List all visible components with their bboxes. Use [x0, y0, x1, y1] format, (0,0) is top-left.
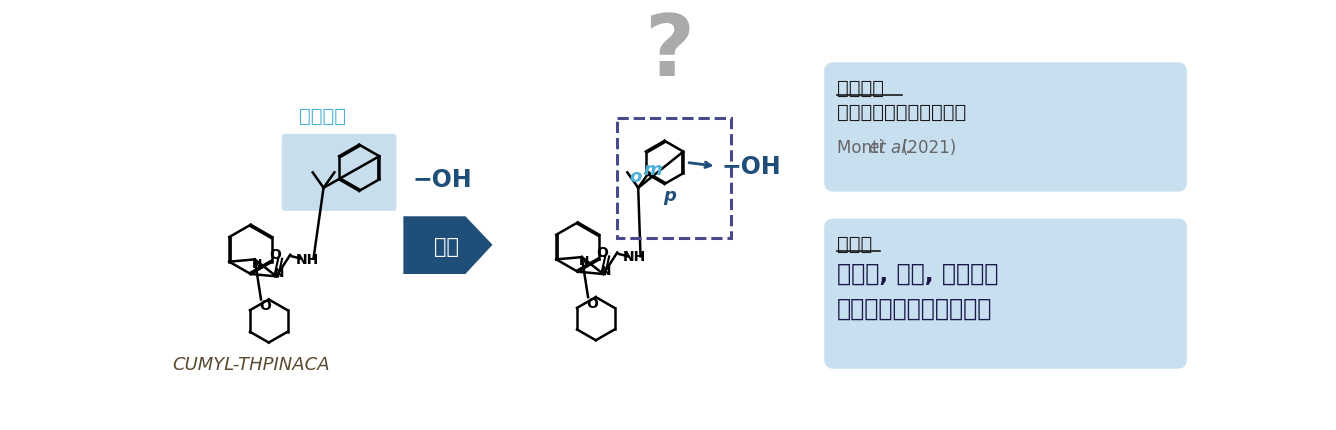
- Text: N: N: [600, 264, 611, 277]
- Text: ?: ?: [644, 11, 695, 94]
- Text: O: O: [587, 296, 599, 310]
- FancyBboxPatch shape: [824, 219, 1186, 369]
- Text: 代謝: 代謝: [433, 236, 458, 256]
- Text: Monti: Monti: [836, 138, 888, 157]
- Text: クミル基に水酸基が入る: クミル基に水酸基が入る: [836, 103, 966, 122]
- Text: −OH: −OH: [413, 167, 472, 191]
- Text: O: O: [259, 298, 271, 312]
- Text: CUMYL-THPINACA: CUMYL-THPINACA: [172, 355, 330, 373]
- Text: 既知情報: 既知情報: [836, 79, 883, 98]
- Text: NH: NH: [623, 250, 645, 264]
- Text: クミル基: クミル基: [298, 106, 346, 126]
- Polygon shape: [403, 217, 493, 274]
- Text: N: N: [274, 266, 283, 280]
- Text: m: m: [644, 160, 663, 178]
- Bar: [616, 119, 731, 238]
- Text: N: N: [578, 255, 589, 268]
- Text: オルト, メタ, パラ位の: オルト, メタ, パラ位の: [836, 261, 998, 285]
- Text: (2021): (2021): [902, 138, 957, 157]
- Text: いずれに水酸基が入るか: いずれに水酸基が入るか: [836, 296, 991, 320]
- Text: O: O: [597, 245, 608, 259]
- Text: o: o: [629, 168, 643, 186]
- Text: O: O: [270, 247, 282, 261]
- Text: N: N: [253, 257, 262, 270]
- Text: p: p: [663, 187, 676, 205]
- Text: NH: NH: [295, 252, 319, 266]
- Text: et al.: et al.: [870, 138, 911, 157]
- Text: −OH: −OH: [721, 155, 780, 179]
- Text: 不明点: 不明点: [836, 234, 872, 253]
- FancyBboxPatch shape: [824, 63, 1186, 192]
- FancyBboxPatch shape: [282, 135, 397, 212]
